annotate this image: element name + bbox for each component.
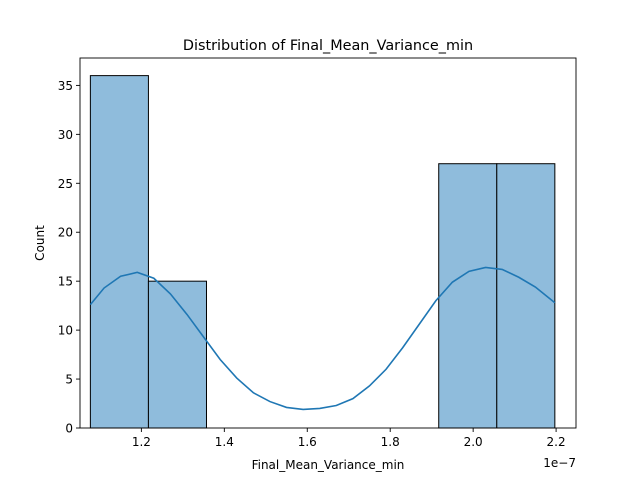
y-tick-label: 15 xyxy=(58,275,73,289)
y-tick-label: 10 xyxy=(58,324,73,338)
x-axis-ticks: 1.2 1.4 1.6 1.8 2.0 2.2 xyxy=(132,428,566,449)
y-tick-label: 35 xyxy=(58,79,73,93)
bars-layer xyxy=(89,75,556,429)
x-axis-label: Final_Mean_Variance_min xyxy=(252,458,405,472)
histogram-bar-0 xyxy=(89,75,149,429)
chart-title: Distribution of Final_Mean_Variance_min xyxy=(183,38,473,54)
kde-curve xyxy=(89,266,556,411)
y-tick-label: 30 xyxy=(58,128,73,142)
y-axis-ticks: 0 5 10 15 20 25 30 35 xyxy=(58,79,80,436)
histogram-bar-1 xyxy=(147,280,207,429)
x-tick-label: 2.2 xyxy=(547,435,566,449)
y-tick-label: 5 xyxy=(65,373,73,387)
y-axis-label: Count xyxy=(33,225,47,261)
plot-frame xyxy=(79,57,577,429)
histogram-bar-6 xyxy=(438,163,498,429)
x-axis-offset-label: 1e−7 xyxy=(543,456,576,470)
y-tick-label: 25 xyxy=(58,177,73,191)
y-tick-label: 20 xyxy=(58,226,73,240)
x-tick-label: 1.8 xyxy=(381,435,400,449)
x-tick-label: 1.6 xyxy=(298,435,317,449)
x-tick-label: 2.0 xyxy=(464,435,483,449)
y-tick-label: 0 xyxy=(65,422,73,436)
x-tick-label: 1.4 xyxy=(215,435,234,449)
x-tick-label: 1.2 xyxy=(132,435,151,449)
